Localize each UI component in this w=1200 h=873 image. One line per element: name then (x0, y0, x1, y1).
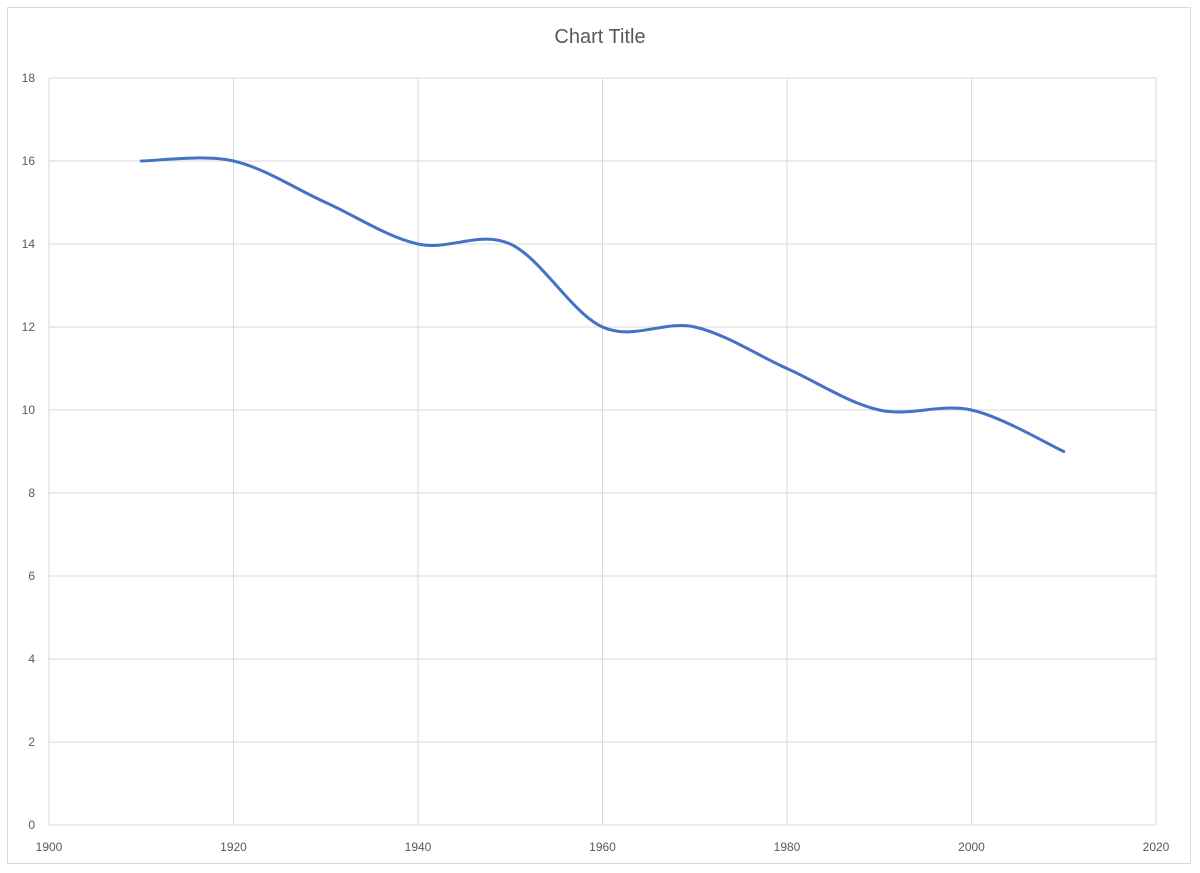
data-point (693, 326, 696, 329)
y-tick-label: 16 (22, 154, 36, 168)
data-point (786, 367, 789, 370)
data-point (140, 160, 143, 163)
x-tick-label: 1900 (36, 840, 63, 854)
x-tick-label: 1980 (774, 840, 801, 854)
data-point (970, 409, 973, 412)
series-layer (139, 156, 1066, 453)
data-point (232, 160, 235, 163)
y-axis-tick-labels: 0 2 4 6 8 10 12 14 16 18 (22, 71, 36, 832)
x-gridlines (48, 78, 1157, 825)
y-tick-label: 12 (22, 320, 36, 334)
y-tick-label: 14 (22, 237, 36, 251)
x-tick-label: 2020 (1143, 840, 1170, 854)
chart-area (7, 7, 1191, 864)
y-tick-label: 8 (28, 486, 35, 500)
chart-title: Chart Title (554, 26, 646, 48)
data-point (1062, 450, 1065, 453)
data-point (878, 409, 881, 412)
x-tick-label: 1920 (220, 840, 247, 854)
data-point (324, 201, 327, 204)
y-tick-label: 4 (28, 652, 35, 666)
data-point (509, 243, 512, 246)
y-tick-label: 6 (28, 569, 35, 583)
data-point (601, 326, 604, 329)
data-point (417, 243, 420, 246)
x-axis-tick-labels: 1900 1920 1940 1960 1980 2000 2020 (36, 840, 1170, 854)
x-tick-label: 1960 (589, 840, 616, 854)
y-tick-label: 10 (22, 403, 36, 417)
y-tick-label: 2 (28, 735, 35, 749)
series-line (139, 156, 1066, 453)
x-tick-label: 1940 (405, 840, 432, 854)
y-tick-label: 18 (22, 71, 36, 85)
y-tick-label: 0 (28, 818, 35, 832)
x-tick-label: 2000 (958, 840, 985, 854)
